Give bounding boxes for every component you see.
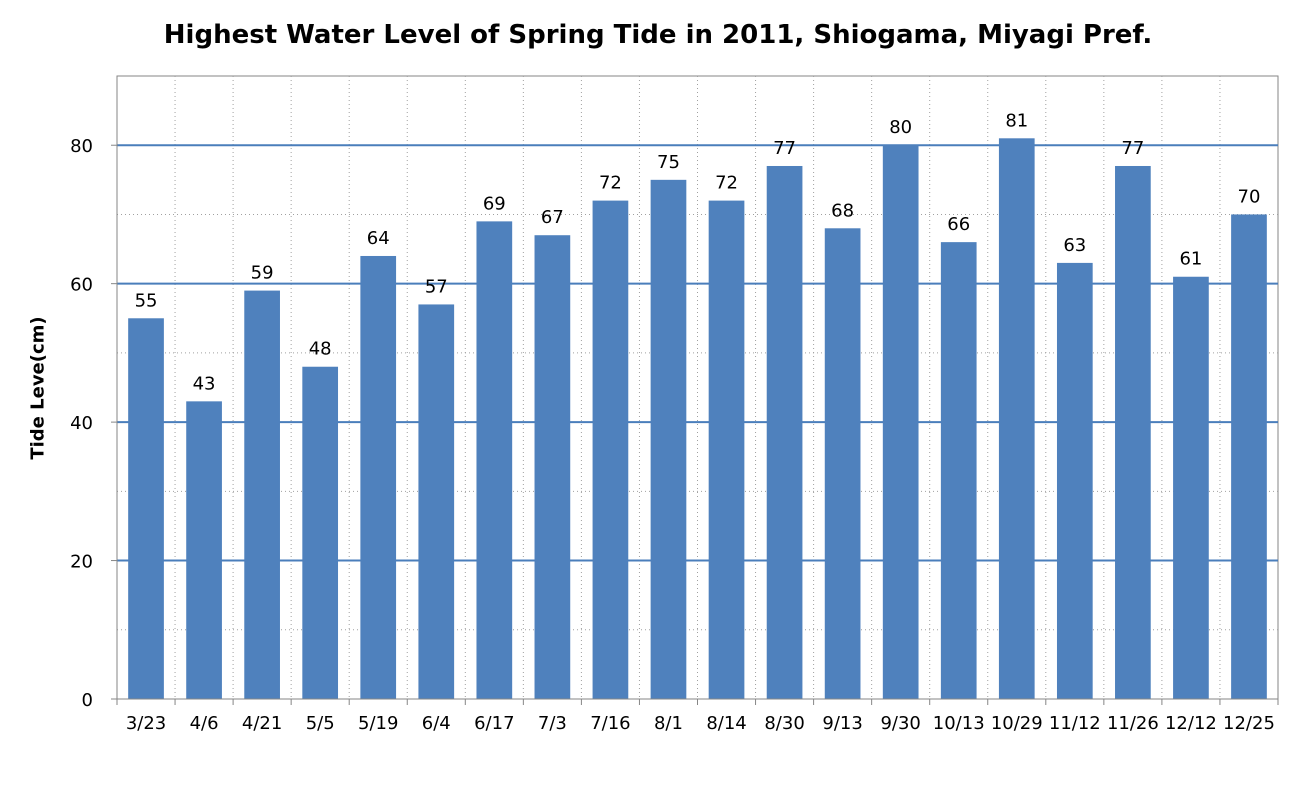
y-tick-label: 80 (70, 136, 93, 157)
x-tick-label: 5/5 (306, 713, 335, 734)
x-tick-label: 11/12 (1049, 713, 1101, 734)
x-tick-label: 7/16 (590, 713, 630, 734)
data-label: 64 (367, 228, 390, 249)
x-tick-label: 4/21 (242, 713, 282, 734)
x-tick-label: 8/30 (764, 713, 804, 734)
y-tick-label: 60 (70, 275, 93, 296)
bar (302, 366, 339, 699)
bar (128, 318, 164, 699)
bar (1115, 165, 1151, 699)
x-tick-label: 7/3 (538, 713, 567, 734)
data-label: 77 (773, 138, 796, 159)
x-tick-label: 4/6 (190, 713, 219, 734)
data-label: 66 (947, 214, 970, 235)
data-label: 75 (657, 152, 680, 173)
x-tick-label: 6/17 (474, 713, 514, 734)
data-label: 69 (483, 193, 506, 214)
bar (940, 242, 977, 699)
x-tick-label: 6/4 (422, 713, 451, 734)
bar (1231, 214, 1267, 699)
x-tick-label: 9/13 (822, 713, 862, 734)
data-label: 55 (135, 290, 158, 311)
data-label: 43 (193, 373, 216, 394)
bar (998, 138, 1035, 700)
x-tick-label: 12/12 (1165, 713, 1217, 734)
x-tick-label: 11/26 (1107, 713, 1159, 734)
data-label: 59 (251, 263, 274, 284)
bar (418, 304, 455, 699)
data-label: 80 (889, 117, 912, 138)
data-label: 68 (831, 200, 854, 221)
bar (244, 290, 280, 699)
bar (824, 228, 861, 700)
data-label: 72 (715, 173, 738, 194)
bar (766, 165, 803, 699)
x-tick-label: 12/25 (1223, 713, 1275, 734)
x-tick-label: 3/23 (126, 713, 166, 734)
data-label: 57 (425, 276, 448, 297)
bar (186, 401, 222, 699)
bar (708, 200, 745, 699)
bar (1056, 262, 1093, 699)
data-label: 72 (599, 173, 622, 194)
bar (476, 221, 513, 699)
x-tick-label: 10/29 (991, 713, 1043, 734)
x-tick-label: 9/30 (880, 713, 920, 734)
bar (592, 200, 629, 699)
plot-border (116, 75, 1279, 700)
x-tick-label: 8/1 (654, 713, 683, 734)
data-label: 70 (1238, 186, 1261, 207)
chart-title: Highest Water Level of Spring Tide in 20… (163, 20, 1153, 50)
y-tick-label: 20 (70, 552, 93, 573)
data-label: 63 (1063, 235, 1086, 256)
data-label: 48 (309, 339, 332, 360)
bar (882, 145, 919, 699)
y-tick-label: 0 (82, 690, 93, 711)
data-label: 67 (541, 207, 564, 228)
x-tick-label: 8/14 (706, 713, 746, 734)
x-tick-label: 5/19 (358, 713, 398, 734)
y-tick-label: 40 (70, 413, 93, 434)
bar (534, 235, 571, 699)
bar (1173, 276, 1209, 699)
x-tick-label: 10/13 (933, 713, 985, 734)
bar (650, 179, 687, 700)
bar (360, 255, 397, 699)
data-label: 61 (1179, 249, 1202, 270)
data-label: 81 (1005, 110, 1028, 131)
data-label: 77 (1121, 138, 1144, 159)
